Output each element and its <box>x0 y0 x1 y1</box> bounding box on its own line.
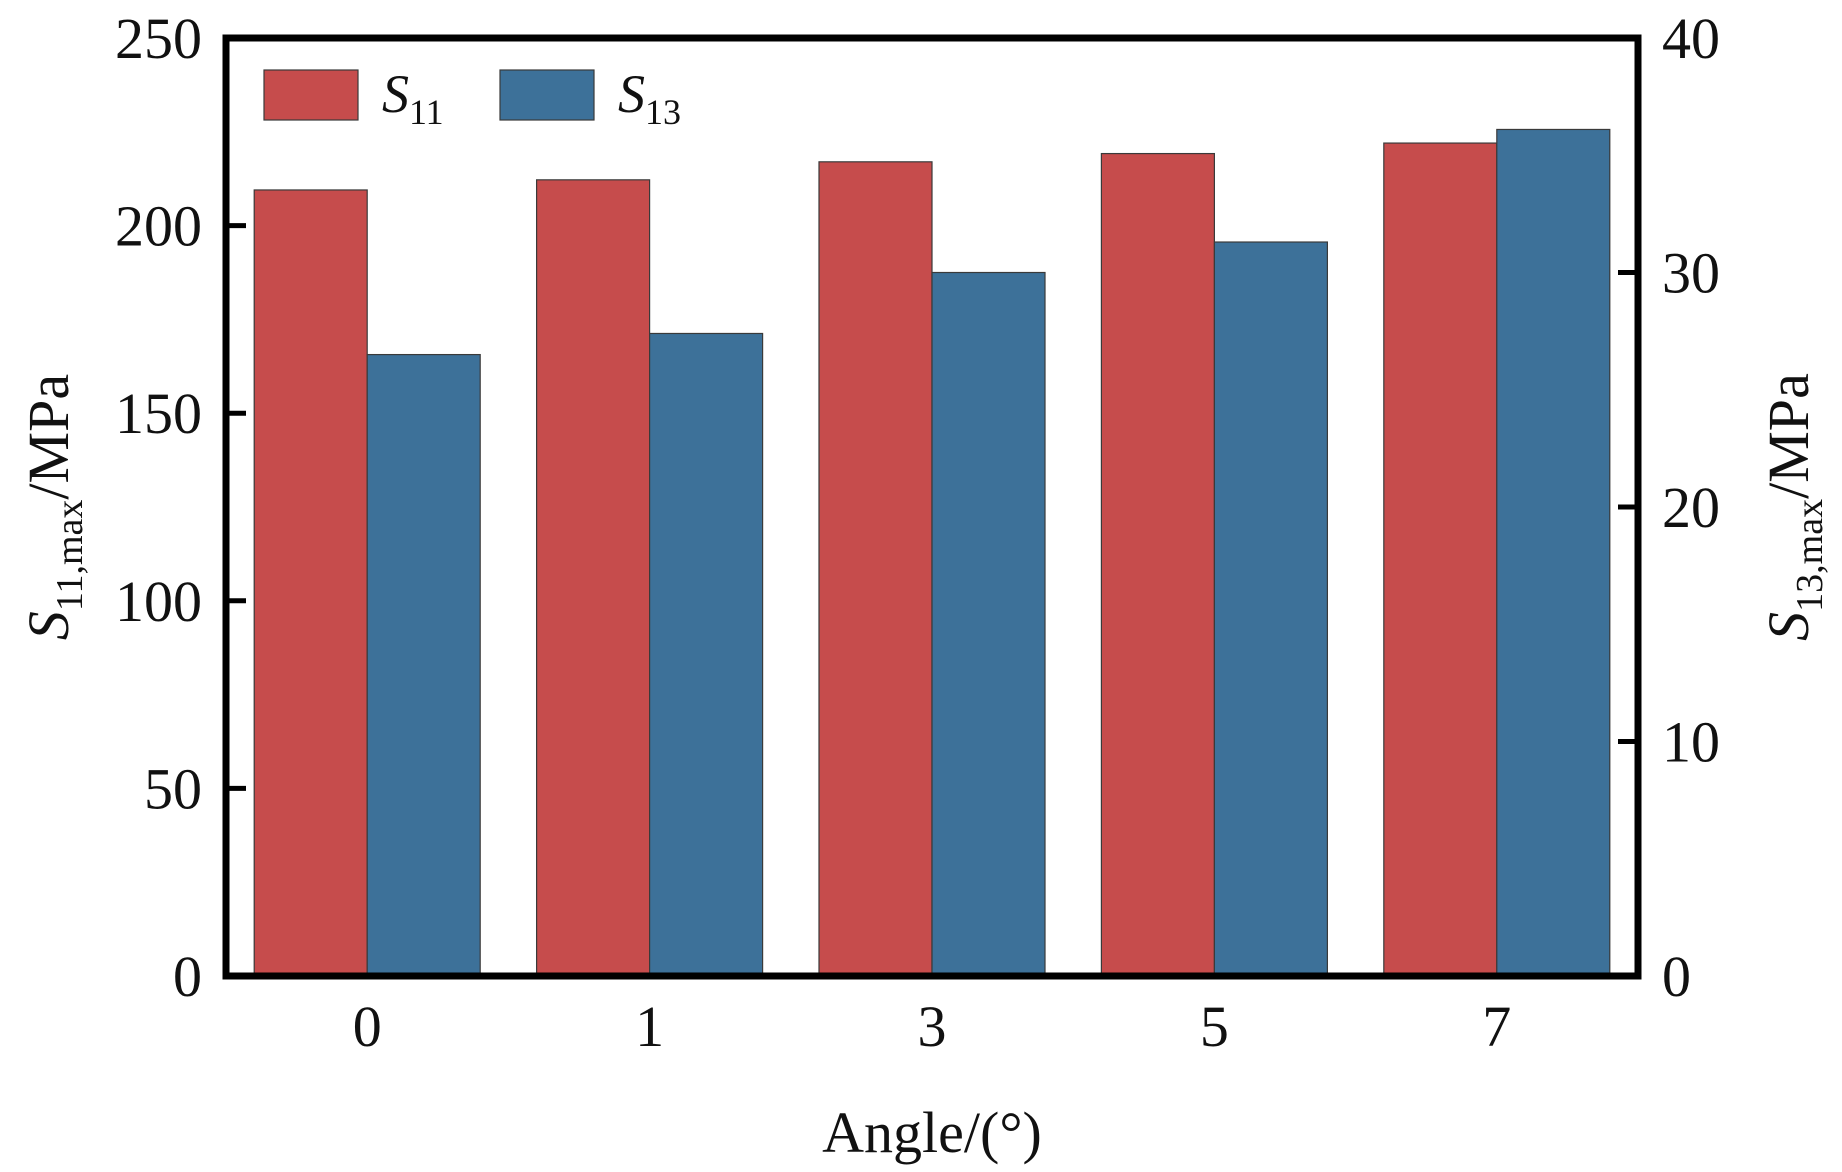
legend-subscript: 11 <box>409 92 444 132</box>
legend-label-s13: S13 <box>618 64 681 132</box>
bar-s13-angle-5 <box>1213 241 1329 977</box>
x-axis-tick-label: 7 <box>1482 994 1511 1059</box>
x-axis-tick-label: 1 <box>635 994 664 1059</box>
x-axis-title: Angle/(°) <box>822 1100 1042 1165</box>
left-axis-tick-label: 0 <box>173 944 202 1009</box>
right-axis-title-symbol: S <box>1756 612 1821 641</box>
legend-symbol: S <box>382 64 409 124</box>
left-axis-title-symbol: S <box>16 611 81 640</box>
bar-s13-angle-3 <box>931 271 1046 977</box>
bar-s13-angle-1 <box>648 332 764 977</box>
left-axis-title-subscript: 11,max <box>49 500 91 612</box>
legend-symbol: S <box>618 64 645 124</box>
bar-s11-angle-3 <box>818 161 933 977</box>
bar-s11-angle-7 <box>1383 142 1498 977</box>
bar-s11-angle-1 <box>535 179 651 977</box>
bar-s13-angle-0 <box>366 353 481 977</box>
left-axis-tick-label: 150 <box>115 381 202 446</box>
right-axis-title-subscript: 13,max <box>1789 499 1831 612</box>
right-axis-tick-label: 40 <box>1662 6 1720 71</box>
legend-label-s11: S11 <box>382 64 444 132</box>
bar-s13-angle-7 <box>1496 128 1611 977</box>
left-axis-tick-label: 250 <box>115 6 202 71</box>
legend: S11 S13 <box>263 64 681 132</box>
bar-s11-angle-5 <box>1100 152 1216 977</box>
right-axis-title-unit: /MPa <box>1756 373 1821 499</box>
bars-layer <box>253 128 1611 977</box>
bar-s11-angle-0 <box>253 189 368 977</box>
x-axis-tick-label: 3 <box>918 994 947 1059</box>
left-axis-title: S11,max/MPa <box>16 374 91 640</box>
right-axis-tick-label: 20 <box>1662 475 1720 540</box>
left-axis-tick-label: 100 <box>115 569 202 634</box>
x-axis-tick-label: 0 <box>353 994 382 1059</box>
legend-subscript: 13 <box>645 92 681 132</box>
right-axis-title: S13,max/MPa <box>1756 373 1831 641</box>
x-axis-tick-label: 5 <box>1200 994 1229 1059</box>
left-axis-title-unit: /MPa <box>16 374 81 500</box>
left-axis-tick-label: 50 <box>144 756 202 821</box>
right-axis-tick-label: 0 <box>1662 944 1691 1009</box>
left-axis-tick-label: 200 <box>115 194 202 259</box>
right-axis-tick-label: 30 <box>1662 241 1720 306</box>
legend-swatch-s13 <box>499 69 595 121</box>
legend-swatch-s11 <box>263 69 359 121</box>
right-axis-tick-label: 10 <box>1662 710 1720 775</box>
